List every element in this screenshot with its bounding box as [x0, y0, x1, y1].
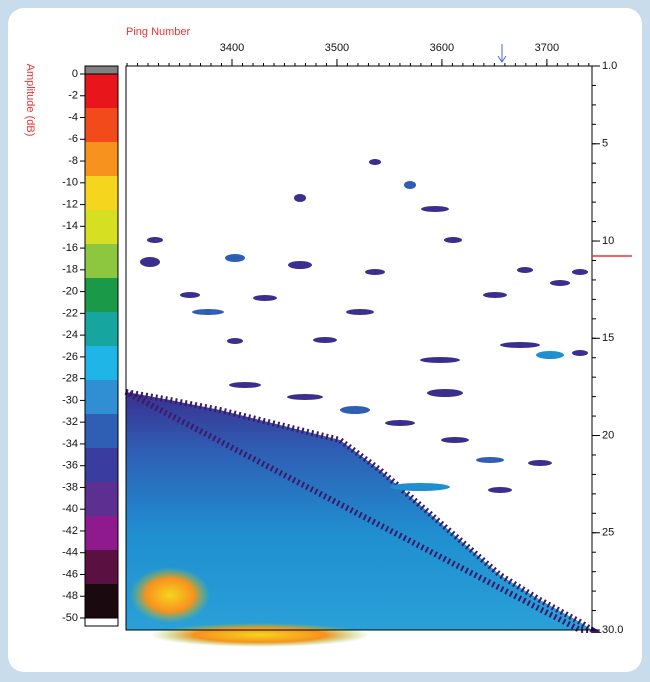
colorbar-tick-label: -40: [62, 503, 78, 515]
colorbar-segment: [85, 414, 118, 449]
colorbar-tick-label: 0: [72, 68, 78, 80]
x-tick-label: 3500: [325, 42, 349, 54]
colorbar-tick-label: -2: [68, 90, 78, 102]
plot-frame: [125, 65, 593, 631]
echogram: [124, 159, 602, 647]
colorbar-tick-label: -44: [62, 547, 78, 559]
colorbar-segment: [85, 142, 118, 177]
colorbar-segment: [85, 312, 118, 347]
colorbar-tick-label: -24: [62, 329, 78, 341]
y-tick-label: 20: [602, 429, 614, 441]
colorbar-tick-label: -26: [62, 351, 78, 363]
echo-edge: [124, 389, 602, 633]
colorbar-over: [84, 65, 119, 75]
x-tick-label: 3400: [220, 42, 244, 54]
colorbar-segment: [85, 108, 118, 143]
x-axis-title: Ping Number: [126, 26, 191, 38]
y-tick-label: 30.0: [602, 624, 623, 636]
colorbar-tick-label: -50: [62, 612, 78, 624]
y-tick-label: 15: [602, 332, 614, 344]
colorbar-title: Amplitude (dB): [24, 64, 36, 137]
colorbar-segment: [85, 448, 118, 483]
colorbar-tick-label: -34: [62, 438, 78, 450]
colorbar-segment: [85, 516, 118, 551]
colorbar-segment: [85, 550, 118, 585]
x-tick-label: 3700: [535, 42, 559, 54]
colorbar-segment: [85, 176, 118, 211]
y-tick-label: 10: [602, 235, 614, 247]
colorbar-segment: [85, 584, 118, 619]
colorbar-tick-label: -28: [62, 373, 78, 385]
colorbar-frame: [84, 73, 119, 619]
colorbar-segment: [85, 244, 118, 279]
colorbar-segment: [85, 346, 118, 381]
y-tick-label: 1.0: [602, 60, 617, 72]
colorbar-tick-label: -36: [62, 460, 78, 472]
colorbar-under: [84, 617, 119, 627]
colorbar-tick-label: -42: [62, 525, 78, 537]
colorbar-segment: [85, 210, 118, 245]
colorbar-tick-label: -6: [68, 133, 78, 145]
colorbar-tick-label: -32: [62, 416, 78, 428]
x-tick-label: 3600: [430, 42, 454, 54]
strong-echo: [150, 623, 370, 647]
colorbar-tick-label: -20: [62, 286, 78, 298]
fish-schools: [140, 159, 588, 493]
colorbar-segment: [85, 278, 118, 313]
colorbar-tick-label: -38: [62, 481, 78, 493]
colorbar-segment: [85, 74, 118, 109]
colorbar-tick-label: -16: [62, 242, 78, 254]
colorbar-tick-label: -8: [68, 155, 78, 167]
y-tick-label: 5: [602, 138, 608, 150]
strong-echo: [130, 567, 210, 623]
colorbar-tick-label: -12: [62, 198, 78, 210]
colorbar-tick-label: -48: [62, 590, 78, 602]
colorbar-tick-label: -18: [62, 264, 78, 276]
colorbar-tick-label: -10: [62, 177, 78, 189]
colorbar-segment: [85, 482, 118, 517]
colorbar-segment: [85, 380, 118, 415]
colorbar-tick-label: -4: [68, 111, 78, 123]
ping-marker: [497, 44, 507, 63]
seabed-echo: [126, 392, 592, 630]
y-tick-label: 25: [602, 527, 614, 539]
colorbar-tick-label: -30: [62, 394, 78, 406]
colorbar-tick-label: -14: [62, 220, 78, 232]
colorbar-tick-label: -22: [62, 307, 78, 319]
colorbar-tick-label: -46: [62, 568, 78, 580]
